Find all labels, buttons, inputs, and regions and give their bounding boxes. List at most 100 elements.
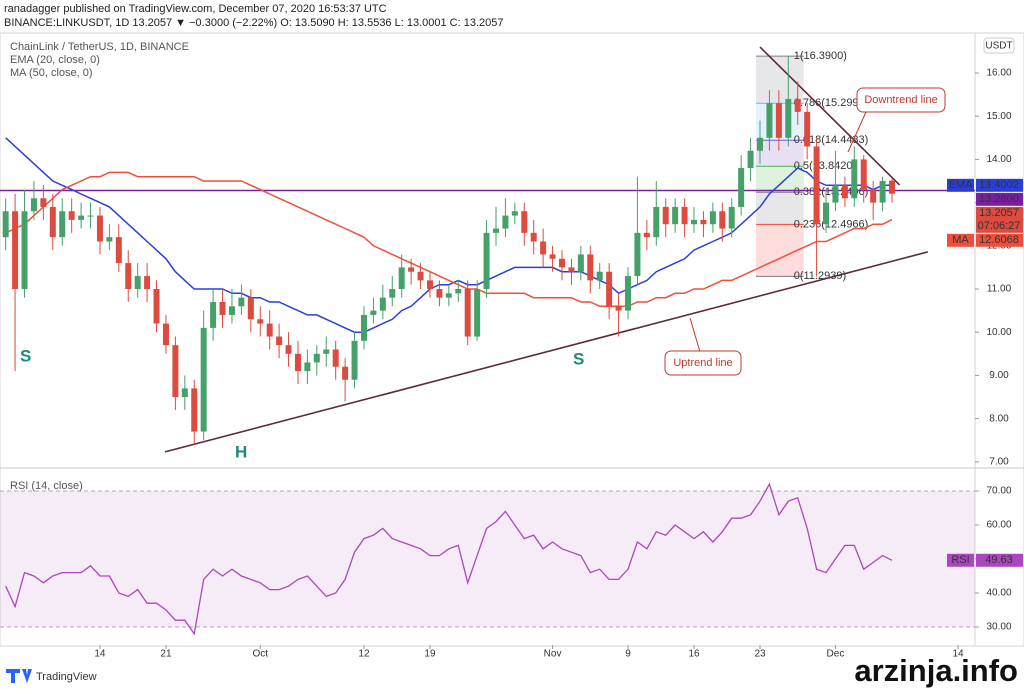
x-tick-label: Dec (827, 649, 845, 660)
candle-body (681, 206, 688, 225)
candle-body (530, 232, 537, 242)
candle-body (464, 289, 471, 337)
chart-frame (0, 32, 1024, 647)
tag-name: MA (952, 234, 969, 246)
annotation-head: H (235, 442, 247, 461)
candle-body (643, 232, 650, 238)
candle-body (879, 181, 886, 203)
candle-body (332, 349, 339, 367)
candle-body (162, 323, 169, 346)
candle-body (323, 349, 330, 354)
candle-body (370, 310, 377, 315)
x-tick-label: 19 (424, 649, 436, 660)
price-tag (976, 553, 1023, 567)
candle-body (492, 228, 499, 233)
watermark: arzinja.info (854, 653, 1018, 688)
y-tick-label: 40.00 (986, 588, 1011, 599)
candle-body (191, 388, 198, 432)
callout-box (856, 87, 946, 113)
tag-name: EMA (949, 179, 974, 191)
candle-body (125, 263, 132, 290)
currency: USDT (985, 41, 1012, 52)
candle-body (426, 280, 433, 290)
x-tick-label: 12 (358, 649, 370, 660)
candle-body (624, 276, 631, 311)
candle-body (728, 206, 735, 229)
candle-body (860, 159, 867, 190)
candle-body (417, 271, 424, 281)
x-tick-label: 14 (94, 649, 106, 660)
legend-ma: MA (50, close, 0) (10, 67, 93, 79)
price-tag (976, 192, 1023, 206)
price-tag-value: 13.4002 (979, 179, 1019, 191)
callout-box (664, 350, 742, 376)
candle-body (483, 232, 490, 290)
candle-body (870, 189, 877, 203)
candle-body (766, 103, 773, 138)
price-tag-value: 49.63 (985, 554, 1013, 566)
tag-name: RSI (951, 554, 969, 566)
fib-label: 0.618(14.4433) (794, 134, 869, 146)
fib-label: 0.786(15.2994) (794, 97, 869, 109)
candle-body (144, 276, 151, 290)
candle-body (436, 289, 443, 298)
y-tick-label: 10.00 (986, 327, 1011, 338)
candle-body (662, 206, 669, 225)
candle-body (889, 180, 896, 194)
tag-name-box (947, 178, 974, 192)
candle-body (247, 297, 254, 320)
x-tick-label: 16 (688, 649, 700, 660)
y-tick-label: 60.00 (986, 520, 1011, 531)
candle-body (342, 366, 349, 380)
price-tag-value: 13.2800 (979, 193, 1019, 205)
candle-body (813, 146, 820, 225)
candle-body (389, 289, 396, 298)
candle-body (455, 289, 462, 294)
candle-body (78, 215, 85, 220)
callout-line (847, 111, 867, 153)
candle-body (615, 306, 622, 311)
fib-label: 0.5(13.8420) (794, 160, 856, 172)
candle-body (672, 206, 679, 225)
candle-body (115, 237, 122, 264)
trend-line (164, 251, 929, 453)
candle-body (747, 150, 754, 169)
candle-body (294, 353, 301, 372)
candle-body (719, 211, 726, 229)
logo-text: TradingView (36, 671, 97, 683)
y-tick-label: 14.00 (986, 154, 1011, 165)
candle-body (96, 215, 103, 242)
candle-body (40, 198, 47, 207)
fib-band (756, 56, 804, 104)
fib-band (756, 192, 804, 225)
candle-body (521, 211, 528, 233)
price-tag (976, 206, 1023, 233)
y-tick-label: 15.00 (986, 111, 1011, 122)
candle-body (134, 276, 141, 290)
x-tick-label: 14 (952, 649, 964, 660)
candle-body (540, 241, 547, 255)
legend-ema: EMA (20, close, 0) (10, 54, 100, 66)
tag-name-box (947, 233, 974, 247)
candle-body (210, 301, 217, 328)
uptrend-label: Uptrend line (673, 357, 732, 369)
candle-body (785, 98, 792, 138)
candle-body (502, 215, 509, 229)
candle-body (238, 297, 245, 307)
y-tick-label: 9.00 (989, 370, 1009, 381)
candle-body (587, 254, 594, 281)
candle-body (634, 232, 641, 277)
callout-line (689, 317, 701, 353)
fib-label: 0(11.2939) (794, 270, 846, 282)
candle-body (804, 111, 811, 147)
candle-body (2, 211, 9, 238)
logo-icon (6, 669, 32, 683)
candle-body (408, 267, 415, 272)
candle-body (511, 211, 518, 216)
candle-body (351, 340, 358, 380)
plot: 7.008.009.0010.0011.0012.0013.0014.0015.… (0, 46, 1023, 660)
price-tag (976, 178, 1023, 192)
candle-body (577, 254, 584, 272)
fib-label: 0.236(12.4966) (794, 218, 869, 230)
